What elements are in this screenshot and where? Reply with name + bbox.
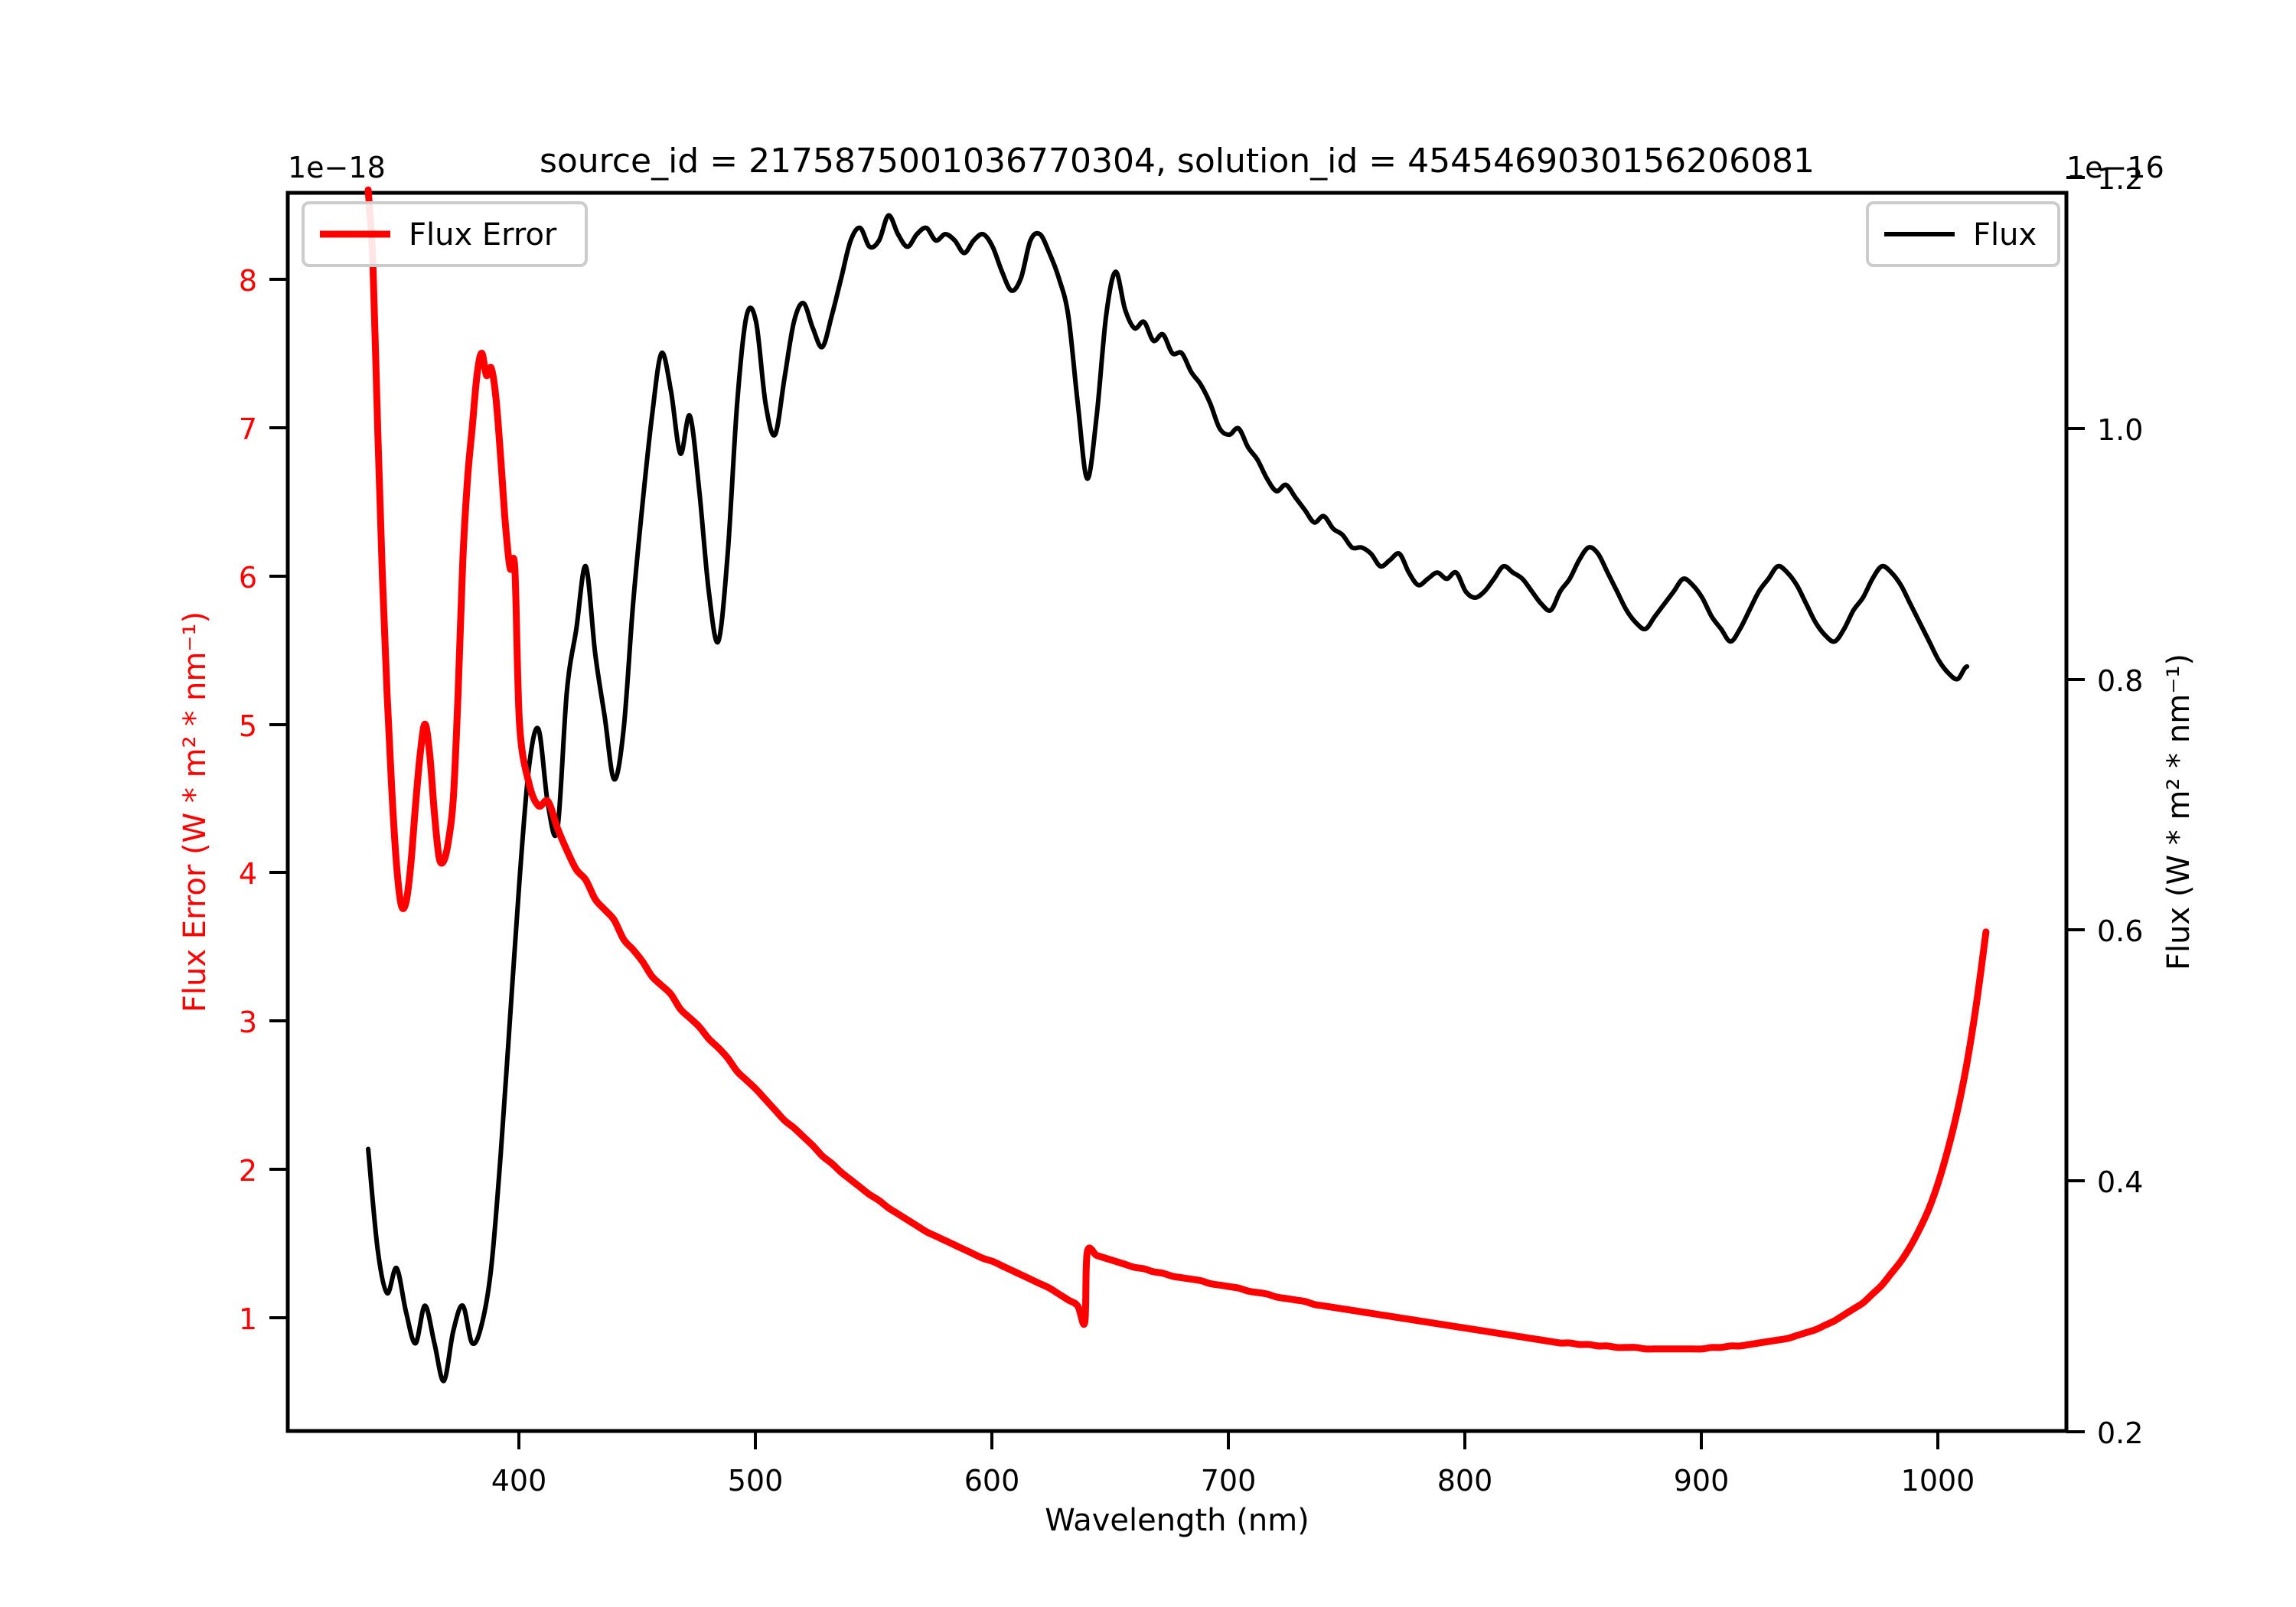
legend-flux[interactable]: Flux	[1866, 201, 2060, 267]
right-axis-offset-text: 1e−16	[2066, 151, 2164, 184]
y-left-axis-title: Flux Error (W * m² * nm⁻¹)	[178, 611, 213, 1012]
x-tickmarks	[517, 1431, 1939, 1449]
x-tick-label: 1000	[1901, 1464, 1975, 1498]
left-axis-offset-text: 1e−18	[288, 151, 386, 184]
y-left-tick-label: 7	[239, 412, 257, 446]
flux-error-line	[364, 186, 1990, 1353]
y-left-tick-label: 1	[239, 1302, 257, 1336]
x-tick-label: 900	[1674, 1464, 1730, 1498]
y-right-tick-label: 0.8	[2097, 664, 2143, 698]
y-right-tick-label: 1.0	[2097, 413, 2143, 447]
y-left-tick-label: 5	[239, 709, 257, 743]
x-tick-label: 400	[491, 1464, 547, 1498]
page-title: source_id = 2175875001036770304, solutio…	[540, 142, 1815, 181]
legend-label-flux: Flux	[1973, 217, 2037, 253]
x-axis-title: Wavelength (nm)	[1045, 1503, 1309, 1538]
y-right-tickmarks	[2066, 176, 2085, 1433]
y-left-tickmarks	[269, 278, 288, 1319]
y-right-tick-label: 0.4	[2097, 1165, 2143, 1199]
x-tick-label: 800	[1437, 1464, 1493, 1498]
y-left-tick-label: 4	[239, 857, 257, 891]
y-left-tick-label: 6	[239, 561, 257, 595]
y-left-tick-label: 8	[239, 264, 257, 298]
flux-line	[366, 213, 1970, 1384]
y-left-tick-labels: 1 2 3 4 5 6 7 8	[239, 264, 257, 1336]
x-tick-label: 600	[964, 1464, 1020, 1498]
y-right-tick-labels: 0.2 0.4 0.6 0.8 1.0 1.2	[2097, 162, 2143, 1450]
series-group	[364, 186, 1990, 1384]
y-left-tick-label: 2	[239, 1154, 257, 1188]
x-tick-label: 500	[728, 1464, 784, 1498]
y-right-tick-label: 0.6	[2097, 914, 2143, 948]
y-left-tick-label: 3	[239, 1006, 257, 1039]
axes-frame	[285, 191, 2069, 1433]
y-right-tick-label: 0.2	[2097, 1416, 2143, 1450]
x-tick-label: 700	[1201, 1464, 1257, 1498]
y-right-axis-title: Flux (W * m² * nm⁻¹)	[2161, 654, 2197, 970]
x-tick-labels: 400 500 600 700 800 900 1000	[491, 1464, 1975, 1498]
legend-label-flux-error: Flux Error	[409, 217, 557, 253]
y-right-tick-label: 1.2	[2097, 162, 2143, 196]
legend-flux-error[interactable]: Flux Error	[302, 201, 588, 267]
